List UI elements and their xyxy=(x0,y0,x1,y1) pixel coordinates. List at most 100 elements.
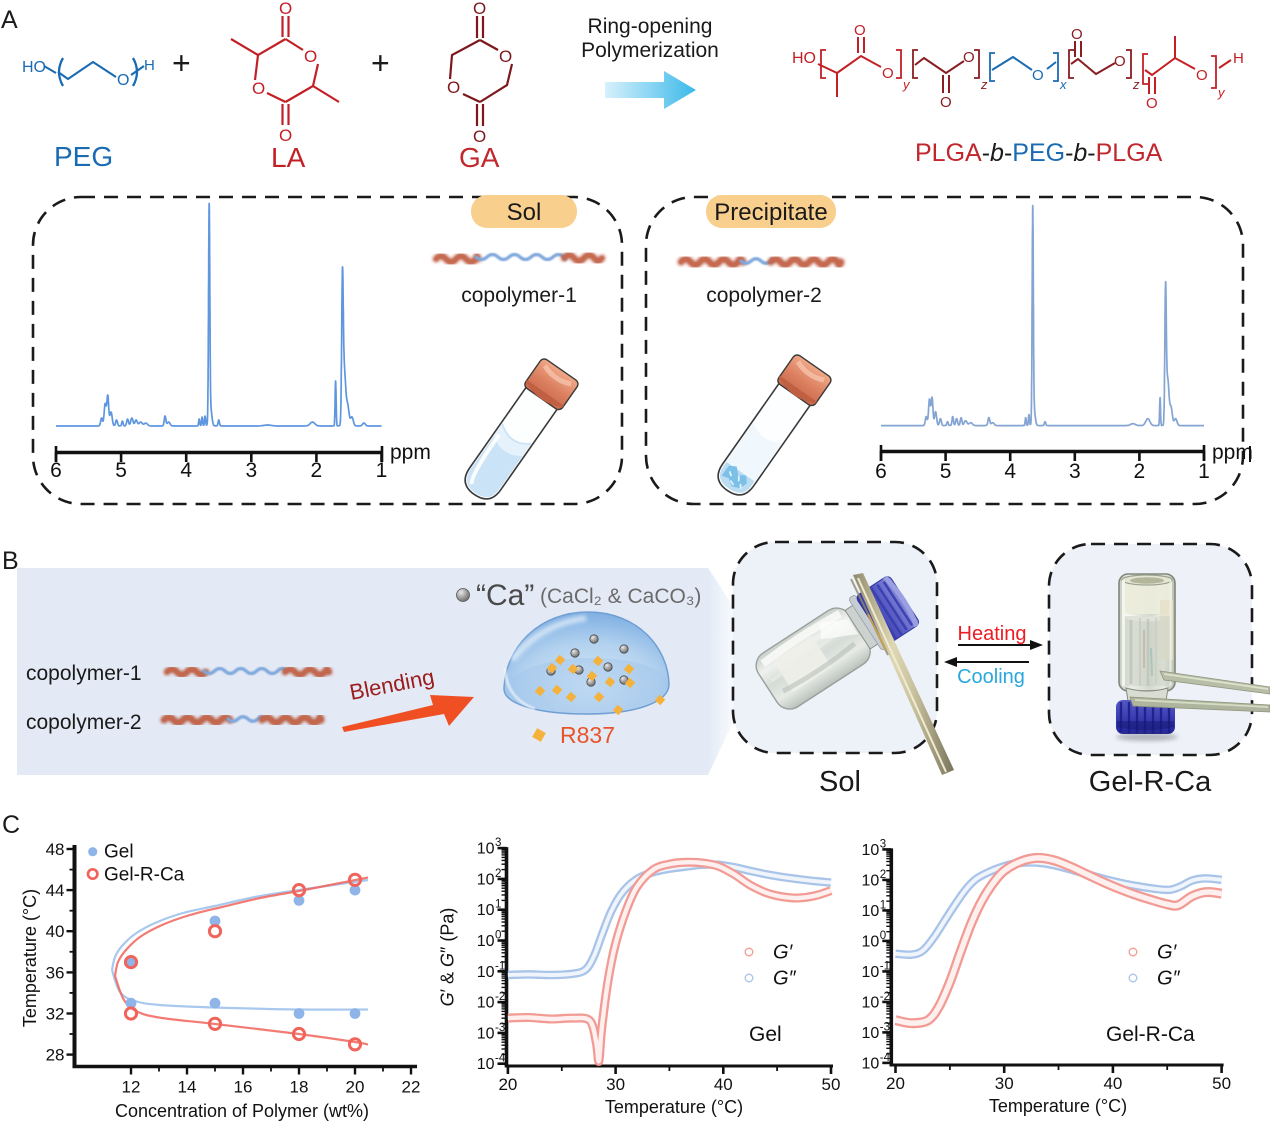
svg-text:10: 10 xyxy=(477,841,495,858)
svg-text:20: 20 xyxy=(346,1078,365,1097)
svg-text:32: 32 xyxy=(46,1005,65,1024)
svg-text:-2: -2 xyxy=(495,991,505,1003)
svg-text:G″: G″ xyxy=(1157,968,1181,990)
svg-text:10: 10 xyxy=(862,872,880,889)
svg-text:O: O xyxy=(252,79,265,98)
svg-text:C: C xyxy=(2,811,20,839)
svg-text:y: y xyxy=(1217,85,1226,100)
svg-text:ppm: ppm xyxy=(1212,441,1253,464)
svg-text:copolymer-2: copolymer-2 xyxy=(26,711,142,734)
svg-text:-2: -2 xyxy=(880,991,890,1003)
svg-text:16: 16 xyxy=(234,1078,253,1097)
svg-text:O: O xyxy=(1196,67,1208,84)
svg-text:10: 10 xyxy=(477,964,495,981)
svg-text:0: 0 xyxy=(495,930,501,942)
svg-text:36: 36 xyxy=(46,963,65,982)
svg-text:O: O xyxy=(473,0,486,18)
svg-text:40: 40 xyxy=(714,1075,733,1094)
svg-text:z: z xyxy=(980,77,988,92)
svg-text:R837: R837 xyxy=(560,722,615,748)
svg-text:50: 50 xyxy=(822,1075,841,1094)
svg-text:G′ & G″ (Pa): G′ & G″ (Pa) xyxy=(438,908,458,1007)
svg-text:(CaCl₂ & CaCO₃): (CaCl₂ & CaCO₃) xyxy=(540,585,701,608)
svg-text:3: 3 xyxy=(880,838,886,850)
svg-text:G′: G′ xyxy=(1157,942,1178,964)
svg-text:Polymerization: Polymerization xyxy=(581,39,719,62)
svg-text:B: B xyxy=(2,547,19,575)
svg-text:4: 4 xyxy=(180,459,192,482)
svg-text:50: 50 xyxy=(1212,1074,1231,1093)
svg-text:40: 40 xyxy=(46,922,65,941)
svg-text:20: 20 xyxy=(498,1075,517,1094)
svg-text:5: 5 xyxy=(115,459,127,482)
svg-text:10: 10 xyxy=(862,842,880,859)
svg-text:22: 22 xyxy=(402,1078,421,1097)
svg-text:O: O xyxy=(963,49,975,66)
svg-text:-4: -4 xyxy=(880,1052,891,1064)
svg-text:Gel-R-Ca: Gel-R-Ca xyxy=(104,865,185,886)
svg-text:-1: -1 xyxy=(880,960,890,972)
svg-text:PEG: PEG xyxy=(54,141,113,172)
svg-text:-3: -3 xyxy=(495,1022,505,1034)
svg-text:Temperature (°C): Temperature (°C) xyxy=(605,1097,743,1117)
svg-text:30: 30 xyxy=(606,1075,625,1094)
svg-text:14: 14 xyxy=(178,1078,197,1097)
svg-text:O: O xyxy=(447,78,460,97)
svg-text:12: 12 xyxy=(122,1078,141,1097)
svg-text:O: O xyxy=(1114,53,1126,70)
svg-text:2: 2 xyxy=(880,869,886,881)
svg-text:Temperature (°C): Temperature (°C) xyxy=(989,1096,1127,1116)
svg-text:G″: G″ xyxy=(773,968,797,990)
svg-text:copolymer-2: copolymer-2 xyxy=(706,284,822,307)
svg-text:4: 4 xyxy=(1004,460,1016,483)
svg-text:3: 3 xyxy=(1069,460,1081,483)
svg-text:Cooling: Cooling xyxy=(957,666,1025,688)
svg-text:Gel: Gel xyxy=(104,842,134,863)
svg-text:10: 10 xyxy=(862,903,880,920)
svg-text:H: H xyxy=(1233,50,1244,67)
svg-text:18: 18 xyxy=(290,1078,309,1097)
svg-text:10: 10 xyxy=(862,964,880,981)
svg-text:Precipitate: Precipitate xyxy=(714,199,827,226)
svg-text:2: 2 xyxy=(1134,460,1146,483)
svg-text:1: 1 xyxy=(1198,460,1210,483)
svg-text:-1: -1 xyxy=(495,960,505,972)
svg-text:10: 10 xyxy=(862,933,880,950)
svg-text:O: O xyxy=(1032,67,1044,84)
svg-text:-3: -3 xyxy=(880,1021,890,1033)
svg-text:28: 28 xyxy=(46,1046,65,1065)
svg-text:O: O xyxy=(473,127,486,146)
svg-text:O: O xyxy=(279,0,292,18)
svg-text:6: 6 xyxy=(50,459,62,482)
svg-text:O: O xyxy=(117,72,129,89)
svg-text:Sol: Sol xyxy=(507,199,542,226)
svg-text:copolymer-1: copolymer-1 xyxy=(461,284,577,307)
svg-text:10: 10 xyxy=(477,933,495,950)
svg-text:Gel-R-Ca: Gel-R-Ca xyxy=(1089,766,1212,798)
svg-text:10: 10 xyxy=(477,871,495,888)
svg-text:44: 44 xyxy=(46,881,65,900)
svg-text:1: 1 xyxy=(495,899,501,911)
svg-text:O: O xyxy=(940,94,952,111)
svg-text:20: 20 xyxy=(886,1074,905,1093)
svg-text:10: 10 xyxy=(477,1025,495,1042)
svg-text:copolymer-1: copolymer-1 xyxy=(26,662,142,685)
svg-text:10: 10 xyxy=(477,1056,495,1073)
svg-text:1: 1 xyxy=(376,459,388,482)
svg-text:PLGA-b-PEG-b-PLGA: PLGA-b-PEG-b-PLGA xyxy=(915,139,1163,167)
svg-text:O: O xyxy=(499,47,512,66)
svg-text:3: 3 xyxy=(245,459,257,482)
svg-text:“Ca”: “Ca” xyxy=(476,579,534,612)
svg-text:Gel-R-Ca: Gel-R-Ca xyxy=(1106,1023,1195,1046)
svg-text:2: 2 xyxy=(311,459,323,482)
svg-text:O: O xyxy=(279,126,292,145)
svg-text:3: 3 xyxy=(495,837,501,849)
svg-text:GA: GA xyxy=(459,142,500,173)
svg-text:Temperature (°C): Temperature (°C) xyxy=(20,889,40,1027)
svg-text:O: O xyxy=(304,47,317,66)
svg-text:10: 10 xyxy=(477,995,495,1012)
svg-text:30: 30 xyxy=(995,1074,1014,1093)
svg-text:10: 10 xyxy=(862,1025,880,1042)
svg-text:G′: G′ xyxy=(773,942,794,964)
svg-text:5: 5 xyxy=(940,460,952,483)
